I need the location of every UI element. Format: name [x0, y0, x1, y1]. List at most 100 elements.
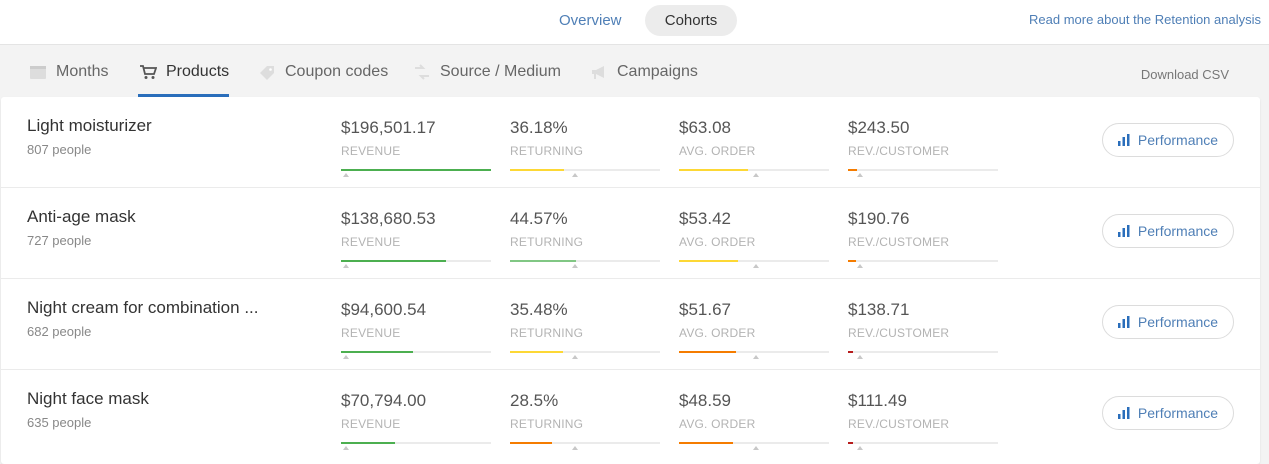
product-name: Anti-age mask	[27, 207, 136, 226]
metric-bar-track	[848, 260, 998, 262]
source-icon	[412, 63, 432, 80]
metric-label: REVENUE	[341, 144, 401, 158]
metric-value: $70,794.00	[341, 391, 427, 410]
metric-rev-per-customer: $190.76 REV./CUSTOMER	[848, 209, 998, 268]
metric-bar-track	[679, 169, 829, 171]
metric-bar-track	[679, 260, 829, 262]
metric-bar-track	[341, 442, 491, 444]
metric-rev-per-customer: $243.50 REV./CUSTOMER	[848, 118, 998, 177]
product-name: Light moisturizer	[27, 116, 152, 135]
metric-avg-order: $48.59 AVG. ORDER	[679, 391, 829, 450]
tag-icon	[257, 64, 277, 80]
tab-overview[interactable]: Overview	[559, 12, 622, 29]
tab-products[interactable]: Products	[138, 46, 230, 97]
metric-bar-fill	[848, 169, 857, 171]
metric-bar-fill	[510, 442, 552, 444]
megaphone-icon	[589, 64, 609, 80]
table-row: Anti-age mask 727 people $138,680.53 REVENU…	[1, 188, 1260, 279]
calendar-icon	[28, 64, 48, 80]
read-more-link[interactable]: Read more about the Retention analysis	[1029, 12, 1261, 27]
performance-button[interactable]: Performance	[1102, 305, 1234, 339]
metric-bar-track	[510, 260, 660, 262]
bar-chart-icon	[1117, 407, 1130, 419]
average-marker-icon	[571, 264, 578, 268]
tab-campaigns[interactable]: Campaigns	[589, 46, 698, 97]
metric-value: 44.57%	[510, 209, 568, 228]
tab-label: Coupon codes	[285, 62, 389, 80]
tab-label: Source / Medium	[440, 62, 561, 80]
metric-bar-fill	[679, 351, 736, 353]
metric-returning: 35.48% RETURNING	[510, 300, 660, 359]
tab-label: Products	[166, 62, 230, 80]
metric-bar-track	[341, 260, 491, 262]
average-marker-icon	[857, 446, 863, 450]
average-marker-icon	[752, 446, 759, 450]
metric-label: AVG. ORDER	[679, 235, 756, 249]
metric-bar-fill	[848, 351, 853, 353]
tab-source-medium[interactable]: Source / Medium	[412, 46, 561, 97]
dimension-tabs: Months Products Coupon codes Source / Me…	[0, 46, 1269, 97]
tab-coupon-codes[interactable]: Coupon codes	[257, 46, 388, 97]
average-marker-icon	[571, 173, 578, 177]
metric-rev-per-customer: $138.71 REV./CUSTOMER	[848, 300, 998, 359]
performance-button-label: Performance	[1137, 223, 1219, 239]
bar-chart-icon	[1117, 134, 1130, 146]
average-marker-icon	[571, 355, 578, 359]
average-marker-icon	[571, 446, 578, 450]
performance-button-label: Performance	[1137, 314, 1219, 330]
metric-label: AVG. ORDER	[679, 417, 756, 431]
metric-value: $111.49	[848, 391, 907, 410]
metric-value: 28.5%	[510, 391, 559, 410]
metric-value: $138,680.53	[341, 209, 436, 228]
cart-icon	[138, 64, 158, 80]
metric-label: REVENUE	[341, 235, 401, 249]
average-marker-icon	[342, 446, 349, 450]
table-row: Night face mask 635 people $70,794.00 REVEN…	[1, 370, 1260, 461]
metric-bar-track	[679, 442, 829, 444]
average-marker-icon	[342, 264, 349, 268]
tab-cohorts[interactable]: Cohorts	[645, 5, 737, 36]
metric-label: REV./CUSTOMER	[848, 417, 950, 431]
metric-label: AVG. ORDER	[679, 326, 756, 340]
average-marker-icon	[342, 355, 349, 359]
metric-bar-fill	[679, 442, 733, 444]
performance-button[interactable]: Performance	[1102, 123, 1234, 157]
performance-button[interactable]: Performance	[1102, 396, 1234, 430]
metric-label: RETURNING	[510, 235, 584, 249]
metric-label: REV./CUSTOMER	[848, 326, 950, 340]
download-csv-button[interactable]: Download CSV	[1140, 67, 1229, 82]
table-row: Night cream for combination ... 682 peopl…	[1, 279, 1260, 370]
metric-bar-fill	[510, 351, 563, 353]
average-marker-icon	[342, 173, 349, 177]
metric-bar-fill	[341, 442, 395, 444]
metric-value: $190.76	[848, 209, 910, 228]
metric-value: $48.59	[679, 391, 731, 410]
metric-label: RETURNING	[510, 326, 584, 340]
metric-label: RETURNING	[510, 144, 584, 158]
metric-returning: 28.5% RETURNING	[510, 391, 660, 450]
metric-label: REVENUE	[341, 417, 401, 431]
metric-label: REVENUE	[341, 326, 401, 340]
metric-bar-track	[341, 351, 491, 353]
metric-label: RETURNING	[510, 417, 584, 431]
average-marker-icon	[857, 264, 863, 268]
metric-avg-order: $51.67 AVG. ORDER	[679, 300, 829, 359]
metric-bar-fill	[341, 169, 491, 171]
people-count: 727 people	[27, 233, 92, 248]
performance-button-label: Performance	[1137, 405, 1219, 421]
people-count: 682 people	[27, 324, 92, 339]
average-marker-icon	[752, 264, 759, 268]
metric-revenue: $196,501.17 REVENUE	[341, 118, 491, 177]
performance-button[interactable]: Performance	[1102, 214, 1234, 248]
metric-bar-fill	[679, 260, 738, 262]
metric-value: 36.18%	[510, 118, 568, 137]
metric-bar-track	[510, 442, 660, 444]
metric-value: $138.71	[848, 300, 910, 319]
metric-value: $53.42	[679, 209, 731, 228]
metric-bar-track	[848, 351, 998, 353]
product-name: Night cream for combination ...	[27, 298, 259, 317]
metric-bar-track	[679, 351, 829, 353]
products-table: Light moisturizer 807 people $196,501.17 RE…	[1, 97, 1260, 464]
tab-months[interactable]: Months	[28, 46, 108, 97]
tab-label: Months	[56, 62, 109, 80]
